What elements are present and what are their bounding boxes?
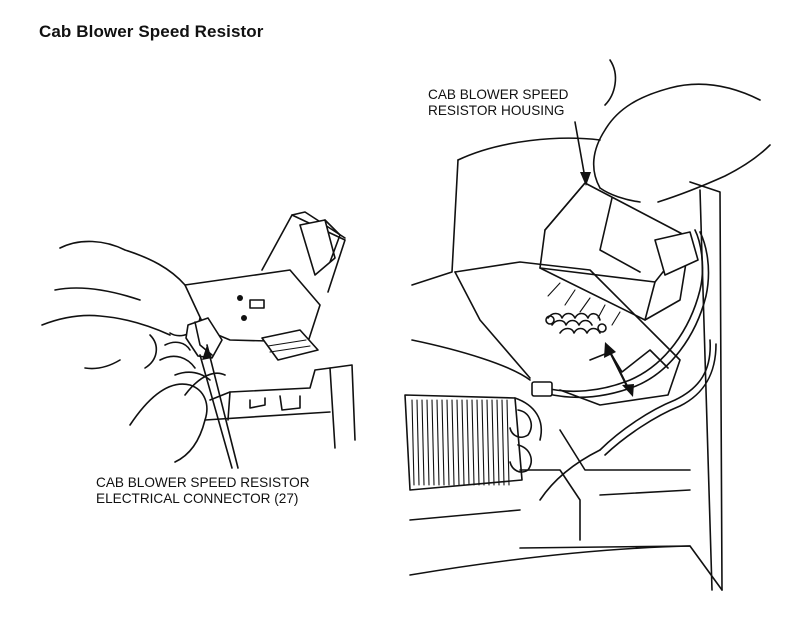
right-wire-harness: [531, 229, 717, 501]
right-resistor-coil: [545, 312, 607, 334]
figure-title: Cab Blower Speed Resistor: [39, 22, 264, 41]
right-evaporator-core: [404, 394, 542, 491]
left-electrical-connector: [159, 317, 223, 381]
connector-callout-label: CAB BLOWER SPEED RESISTOR ELECTRICAL CON…: [96, 475, 310, 507]
housing-callout-label: CAB BLOWER SPEED RESISTOR HOUSING: [428, 87, 569, 119]
left-resistor-bracket: [184, 211, 346, 361]
right-hand: [592, 59, 771, 203]
right-dash-frame: [409, 137, 723, 591]
right-resistor-housing: [539, 182, 699, 326]
connector-callout-line1: CAB BLOWER SPEED RESISTOR: [96, 475, 310, 490]
connector-leader-lines: [199, 344, 239, 469]
left-lower-hand: [129, 372, 226, 463]
housing-callout-line2: RESISTOR HOUSING: [428, 103, 565, 118]
right-lower-structure: [409, 429, 691, 541]
housing-callout-line1: CAB BLOWER SPEED: [428, 87, 569, 102]
housing-leader-line: [574, 121, 591, 186]
connector-callout-line2: ELECTRICAL CONNECTOR (27): [96, 491, 299, 506]
